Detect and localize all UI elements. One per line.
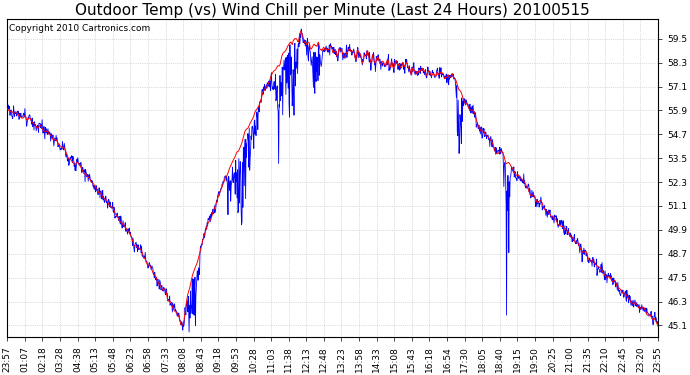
- Text: Copyright 2010 Cartronics.com: Copyright 2010 Cartronics.com: [8, 24, 150, 33]
- Title: Outdoor Temp (vs) Wind Chill per Minute (Last 24 Hours) 20100515: Outdoor Temp (vs) Wind Chill per Minute …: [75, 3, 590, 18]
